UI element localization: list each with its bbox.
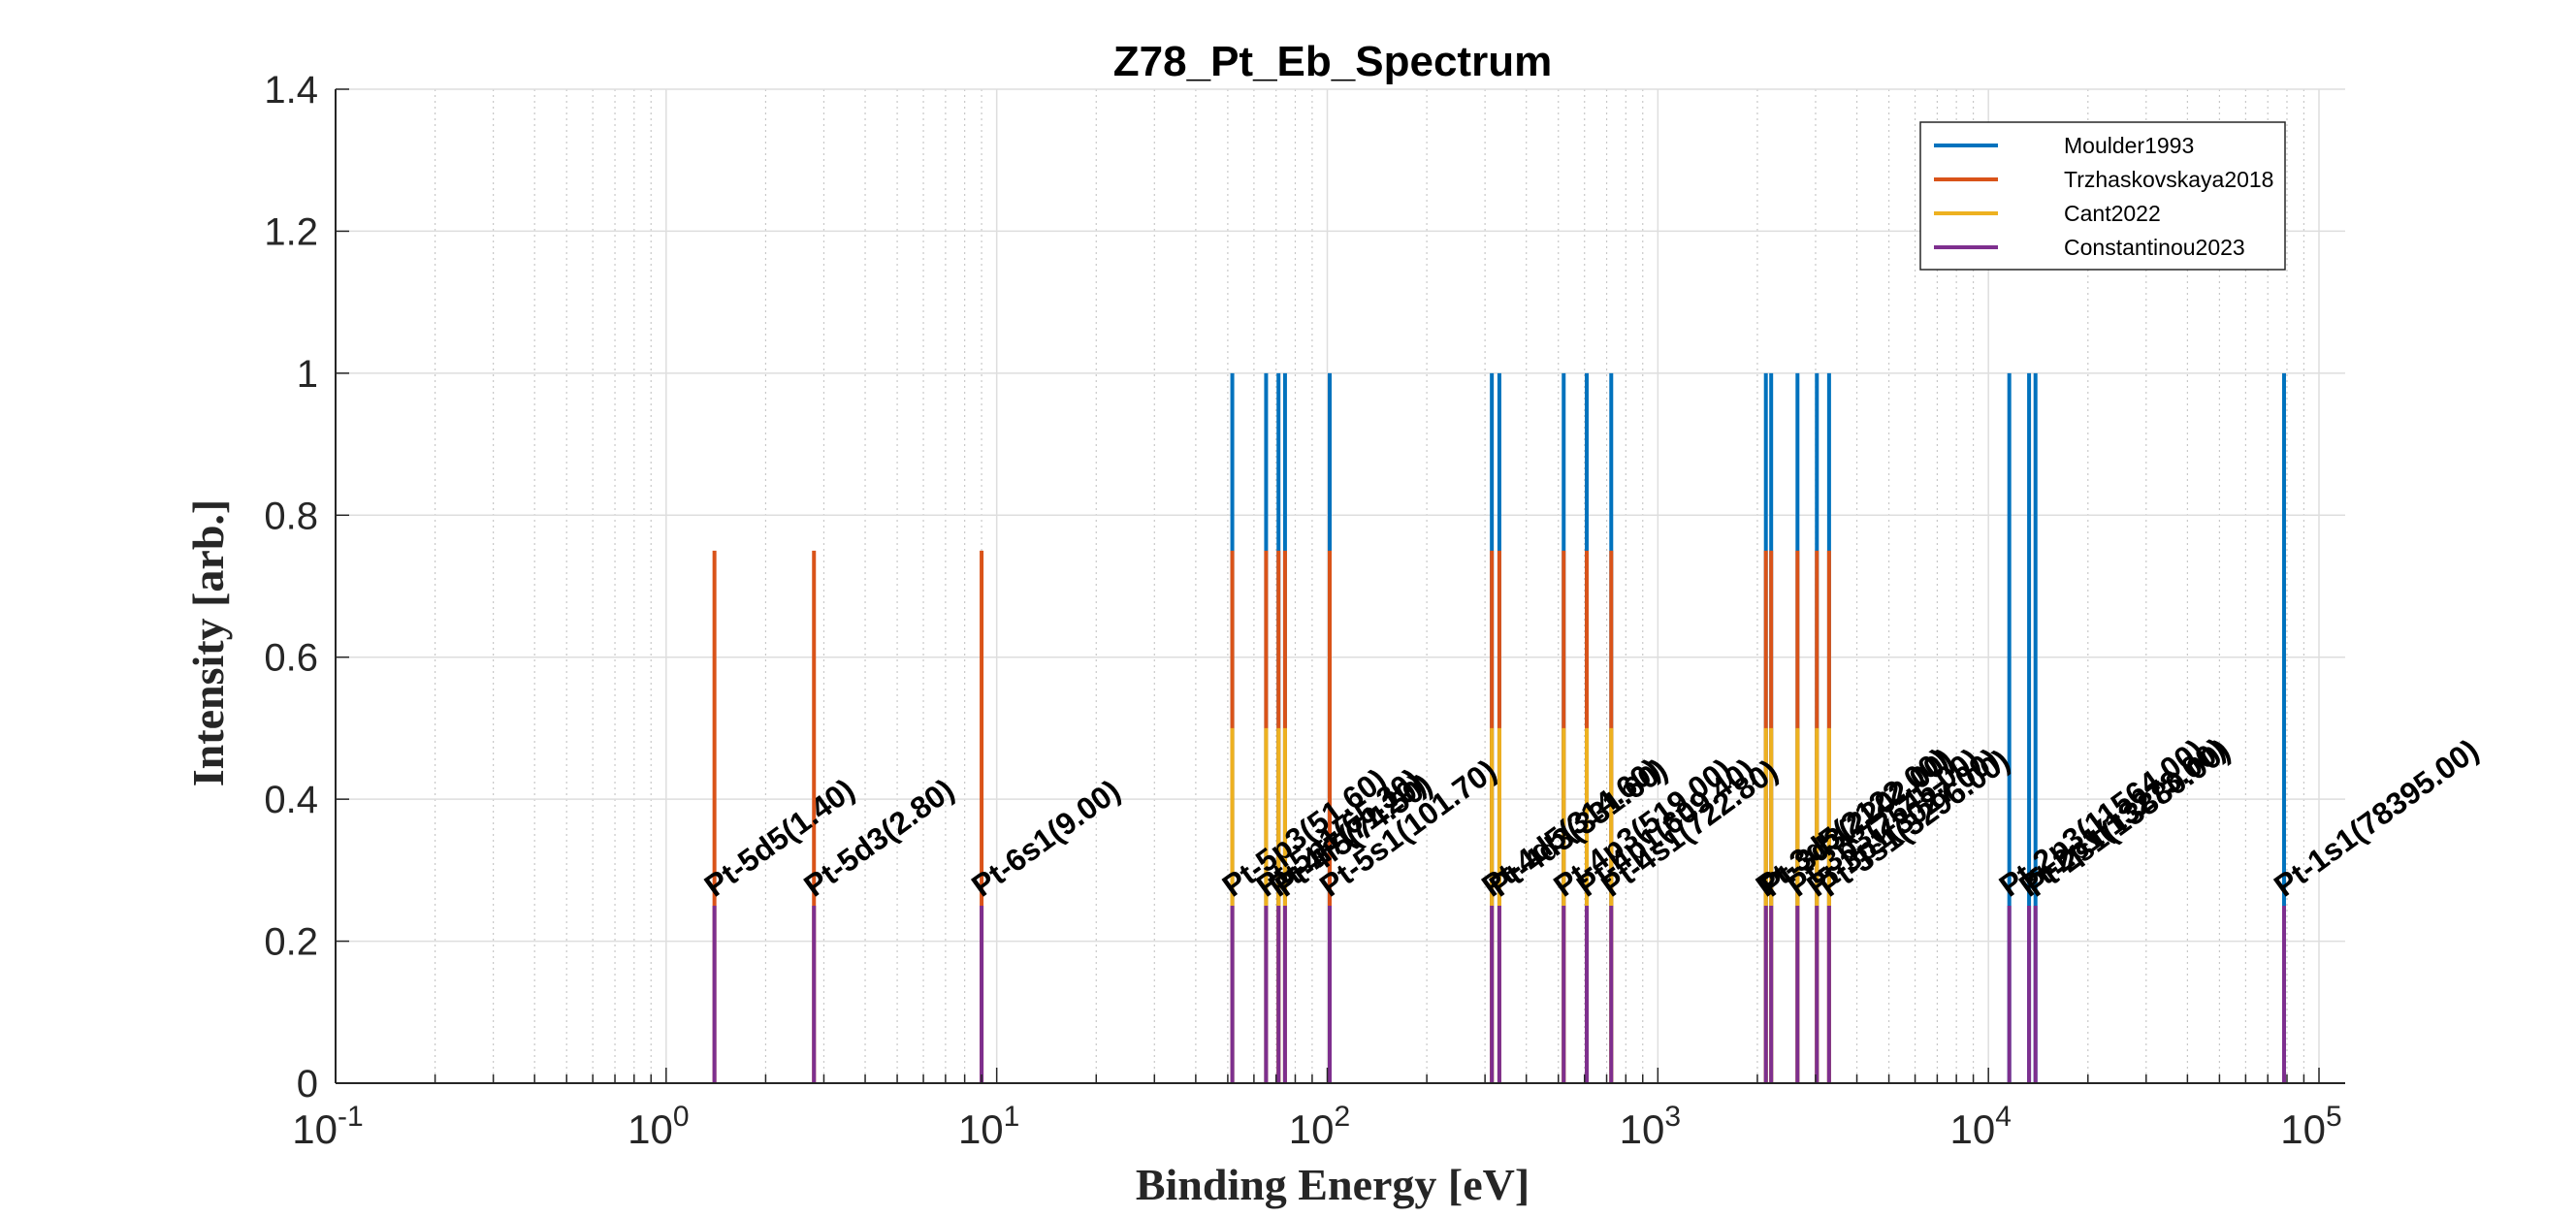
x-tick-exponent: -1 (338, 1101, 364, 1133)
x-tick-exponent: 5 (2326, 1101, 2342, 1133)
x-tick-label: 100 (628, 1101, 689, 1152)
x-axis-label: Binding Energy [eV] (1136, 1160, 1530, 1209)
tick-labels-layer: 00.20.40.60.811.21.410-1 100 101 102 103 104 1… (264, 69, 2341, 1152)
x-tick-base: 10 (2280, 1106, 2326, 1152)
x-tick-label: 101 (958, 1101, 1019, 1152)
legend-label: Trzhaskovskaya2018 (2064, 167, 2273, 192)
stems-layer (712, 372, 2286, 1083)
x-tick-base: 10 (628, 1106, 673, 1152)
x-tick-base: 10 (958, 1106, 1004, 1152)
x-tick-base: 10 (1949, 1106, 1995, 1152)
x-tick-exponent: 0 (673, 1101, 690, 1133)
y-tick-label: 1 (297, 353, 318, 396)
x-tick-label: 103 (1620, 1101, 1681, 1152)
x-tick-label: 105 (2280, 1101, 2341, 1152)
y-axis-label: Intensity [arb.] (183, 499, 233, 786)
x-tick-label: 104 (1949, 1101, 2011, 1152)
legend-label: Constantinou2023 (2064, 235, 2245, 260)
y-tick-label: 0.4 (264, 779, 318, 821)
chart-title: Z78_Pt_Eb_Spectrum (1113, 38, 1552, 85)
x-tick-exponent: 3 (1664, 1101, 1681, 1133)
y-tick-label: 1.2 (264, 210, 318, 253)
x-tick-exponent: 1 (1004, 1101, 1020, 1133)
x-tick-exponent: 4 (1995, 1101, 2012, 1133)
y-tick-label: 1.4 (264, 69, 318, 112)
x-tick-exponent: 2 (1335, 1101, 1351, 1133)
x-tick-label: 10-1 (292, 1101, 363, 1152)
x-tick-base: 10 (292, 1106, 338, 1152)
y-tick-label: 0.2 (264, 921, 318, 964)
legend-label: Cant2022 (2064, 201, 2161, 226)
legend: Moulder1993 Trzhaskovskaya2018 Cant2022 Con… (1919, 121, 2286, 271)
y-tick-label: 0.8 (264, 495, 318, 537)
x-tick-label: 102 (1289, 1101, 1350, 1152)
axes-layer (335, 88, 2345, 1084)
x-tick-base: 10 (1620, 1106, 1665, 1152)
y-tick-label: 0 (297, 1063, 318, 1105)
legend-label: Moulder1993 (2064, 133, 2194, 158)
x-tick-base: 10 (1289, 1106, 1335, 1152)
y-tick-label: 0.6 (264, 637, 318, 680)
